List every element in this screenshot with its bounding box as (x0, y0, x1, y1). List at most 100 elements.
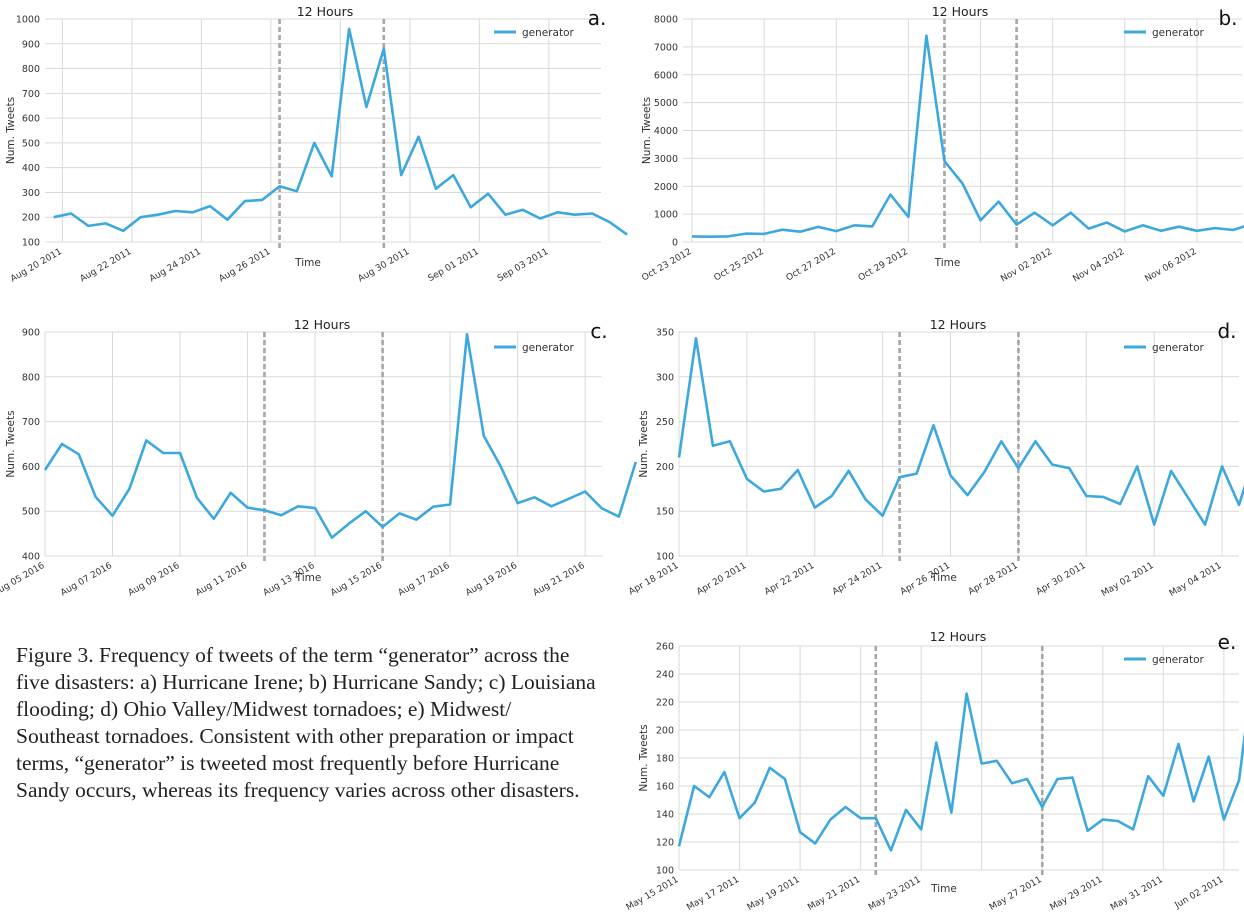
x-axis-label: Time (930, 572, 957, 584)
x-tick-label: May 21 2011 (806, 875, 862, 913)
y-tick-label: 150 (656, 507, 674, 518)
generator-series-line (691, 34, 1244, 238)
grid-lines (678, 645, 1239, 871)
x-tick-label: May 29 2011 (1048, 875, 1104, 913)
y-tick-label: 7000 (654, 42, 678, 53)
y-tick-label: 5000 (654, 98, 678, 109)
y-tick-label: 4000 (654, 126, 678, 137)
x-tick-label: Apr 20 2011 (695, 561, 748, 597)
y-tick-label: 220 (656, 698, 674, 709)
chart-panel-a: 100 200 300 400 500 600 700 800 900 1000 Aug 20 20… (0, 0, 628, 310)
x-tick-label: May 02 2011 (1100, 561, 1156, 599)
x-tick-label: Nov 06 2012 (1143, 247, 1198, 284)
y-tick-label: 3000 (654, 154, 678, 165)
panel-letter: a. (588, 6, 607, 30)
chart-title: 12 Hours (294, 317, 351, 332)
y-tick-label: 180 (656, 754, 674, 765)
chart-panel-c: 400 500 600 700 800 900 Aug 05 2016 Aug 07 2016… (0, 312, 638, 612)
generator-series-line (677, 336, 1244, 526)
x-tick-label: Jun 02 2011 (1173, 875, 1226, 911)
chart-svg: 100 200 300 400 500 600 700 800 900 1000 Aug 20 20… (5, 4, 628, 284)
y-axis-label: Num. Tweets (638, 410, 650, 477)
y-tick-label: 500 (22, 138, 40, 149)
x-tick-label: Oct 25 2012 (712, 247, 765, 283)
y-tick-label: 200 (656, 726, 674, 737)
x-tick-label: Aug 11 2016 (194, 561, 249, 599)
y-tick-label: 900 (22, 39, 40, 50)
grid-lines (683, 18, 1242, 243)
legend-label: generator (1152, 654, 1205, 666)
y-tick-label: 200 (656, 462, 674, 473)
y-tick-label: 240 (656, 670, 674, 681)
x-tick-label: May 17 2011 (685, 875, 741, 913)
chart-panel-d: 100 150 200 250 300 350 Apr 18 2011 Apr 20 2011… (622, 312, 1244, 612)
y-tick-label: 300 (656, 372, 674, 383)
x-tick-label: Oct 27 2012 (785, 247, 838, 283)
chart-panel-e: 100 120 140 160 180 200 220 240 260 May 15 2011 Ma… (622, 625, 1244, 913)
y-tick-label: 0 (672, 238, 678, 249)
y-tick-label: 200 (22, 213, 40, 224)
y-axis-label: Num. Tweets (5, 410, 17, 477)
x-tick-label: Aug 21 2016 (532, 561, 587, 599)
x-tick-label: Aug 30 2011 (356, 247, 411, 284)
panel-letter: b. (1218, 6, 1237, 30)
generator-series-line (53, 27, 628, 236)
y-tick-label: 500 (22, 507, 40, 518)
x-tick-label: Aug 09 2016 (127, 561, 182, 599)
x-tick-label: Apr 24 2011 (831, 561, 884, 597)
y-tick-label: 8000 (654, 15, 678, 26)
y-tick-label: 300 (22, 188, 40, 199)
y-tick-label: 1000 (654, 210, 678, 221)
chart-title: 12 Hours (930, 629, 987, 644)
y-tick-label: 100 (656, 866, 674, 877)
x-tick-label: May 04 2011 (1168, 561, 1224, 599)
y-tick-label: 1000 (16, 15, 40, 26)
panel-letter: e. (1218, 630, 1237, 654)
x-tick-label: May 27 2011 (988, 875, 1044, 913)
x-tick-label: Apr 28 2011 (967, 561, 1020, 597)
y-tick-label: 6000 (654, 70, 678, 81)
x-tick-label: Apr 22 2011 (763, 561, 816, 597)
x-axis-label: Time (294, 257, 321, 269)
x-tick-label: May 31 2011 (1109, 875, 1165, 913)
y-tick-label: 2000 (654, 182, 678, 193)
legend: generator (1124, 342, 1205, 354)
y-tick-label: 350 (656, 328, 674, 339)
grid-lines (45, 18, 601, 243)
x-tick-label: Aug 05 2016 (0, 561, 47, 599)
chart-title: 12 Hours (297, 4, 354, 19)
x-tick-label: Nov 04 2012 (1071, 247, 1126, 284)
x-axis-label: Time (930, 883, 957, 895)
legend-label: generator (522, 27, 575, 39)
y-tick-label: 250 (656, 417, 674, 428)
x-tick-label: Aug 17 2016 (397, 561, 452, 599)
x-axis-label: Time (295, 572, 322, 584)
y-tick-label: 700 (22, 417, 40, 428)
x-tick-label: Aug 26 2011 (217, 247, 272, 284)
x-tick-label: May 15 2011 (625, 875, 681, 913)
panel-letter: d. (1217, 319, 1236, 343)
x-tick-label: Oct 23 2012 (640, 247, 693, 283)
chart-title: 12 Hours (930, 317, 987, 332)
x-tick-label: Aug 15 2016 (329, 561, 384, 599)
generator-series-line (677, 692, 1244, 852)
y-tick-label: 260 (656, 642, 674, 653)
y-axis-label: Num. Tweets (641, 97, 653, 164)
legend: generator (494, 342, 575, 354)
legend: generator (1124, 654, 1205, 666)
x-tick-label: Aug 20 2011 (9, 247, 64, 284)
y-tick-label: 120 (656, 838, 674, 849)
y-tick-label: 600 (22, 114, 40, 125)
x-tick-label: Aug 22 2011 (78, 247, 133, 284)
y-tick-label: 800 (22, 64, 40, 75)
generator-series-line (43, 332, 638, 539)
y-tick-label: 900 (22, 328, 40, 339)
x-tick-label: Aug 07 2016 (59, 561, 114, 599)
legend: generator (1124, 27, 1205, 39)
chart-svg: 400 500 600 700 800 900 Aug 05 2016 Aug 07 2016… (0, 317, 638, 599)
y-tick-label: 600 (22, 462, 40, 473)
x-tick-label: Sep 01 2011 (426, 247, 480, 284)
x-tick-label: Apr 30 2011 (1035, 561, 1088, 597)
y-tick-label: 700 (22, 89, 40, 100)
